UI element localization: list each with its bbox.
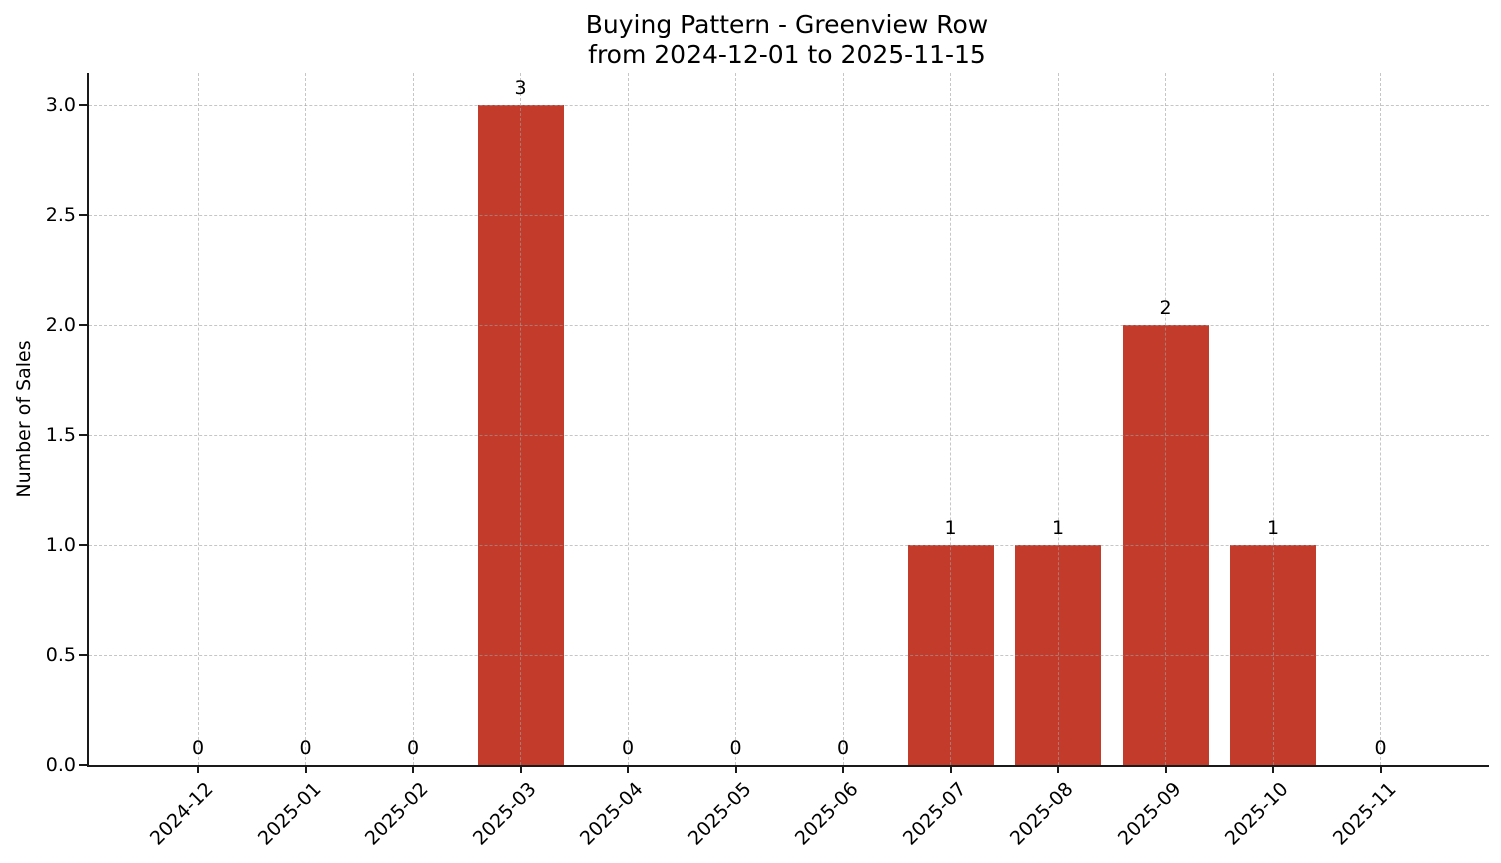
x-tick — [734, 765, 737, 773]
h-gridline — [89, 214, 1489, 216]
x-tick-label: 2025-08 — [1005, 778, 1078, 850]
x-tick-label: 2025-02 — [360, 778, 433, 850]
bar-value-label: 1 — [1266, 517, 1280, 539]
v-gridline — [1057, 73, 1059, 765]
x-tick-label: 2025-06 — [790, 778, 863, 850]
h-gridline — [89, 434, 1489, 436]
h-gridline — [89, 654, 1489, 656]
v-gridline — [1272, 73, 1274, 765]
v-gridline — [197, 73, 199, 765]
x-tick-label: 2024-12 — [145, 778, 218, 850]
h-gridline — [89, 544, 1489, 546]
y-axis-label: Number of Sales — [13, 340, 35, 498]
y-tick — [79, 214, 87, 216]
x-tick-label: 2025-01 — [253, 778, 326, 850]
v-gridline — [305, 73, 306, 765]
v-gridline — [1380, 73, 1381, 765]
y-tick — [79, 434, 87, 436]
v-gridline — [735, 73, 736, 765]
x-tick-label: 2025-05 — [683, 778, 756, 850]
y-tick-label: 2.5 — [45, 204, 76, 226]
bar-value-label: 0 — [191, 737, 205, 759]
bar-value-label: 3 — [514, 77, 527, 99]
x-tick — [627, 765, 629, 773]
y-tick-label: 3.0 — [45, 94, 76, 116]
y-tick-label: 1.5 — [45, 424, 76, 446]
bar-value-label: 1 — [1051, 517, 1065, 539]
y-tick — [79, 324, 87, 326]
x-tick-label: 2025-04 — [575, 778, 648, 850]
x-tick — [1164, 765, 1167, 773]
bar-value-label: 0 — [299, 737, 312, 759]
x-tick-label: 2025-10 — [1220, 778, 1293, 850]
y-tick — [79, 764, 87, 766]
x-tick — [1272, 765, 1274, 773]
h-gridline — [89, 104, 1489, 106]
v-gridline — [520, 73, 521, 765]
v-gridline — [950, 73, 951, 765]
bar-value-label: 1 — [944, 517, 957, 539]
chart-title-block: Buying Pattern - Greenview Row from 2024… — [87, 10, 1487, 70]
x-tick — [1379, 765, 1382, 773]
y-tick-label: 1.0 — [45, 534, 76, 556]
bar-value-label: 0 — [406, 737, 420, 759]
x-tick-label: 2025-07 — [898, 778, 971, 850]
x-tick — [519, 765, 522, 773]
bar-value-label: 2 — [1159, 297, 1172, 319]
x-tick — [197, 765, 199, 773]
plot-area: 0.0 0.5 1.0 1.5 2.0 2.5 3.0 0 2024-12 0 2025-01 0 20… — [46, 73, 1489, 850]
v-gridline — [627, 73, 629, 765]
y-tick-label: 0.5 — [45, 644, 76, 666]
chart-title: Buying Pattern - Greenview Row — [585, 10, 989, 39]
y-tick — [79, 654, 87, 656]
x-tick-label: 2025-09 — [1113, 778, 1186, 850]
x-tick — [1057, 765, 1059, 773]
y-tick-label: 0.0 — [45, 754, 76, 776]
x-tick — [949, 765, 952, 773]
bar-value-label: 0 — [1374, 737, 1387, 759]
chart-subtitle: from 2024-12-01 to 2025-11-15 — [588, 40, 986, 69]
v-gridline — [1165, 73, 1166, 765]
x-tick-label: 2025-11 — [1328, 778, 1401, 850]
v-gridline — [412, 73, 414, 765]
x-tick — [304, 765, 307, 773]
h-gridline — [89, 324, 1489, 326]
x-tick — [412, 765, 414, 773]
y-tick — [79, 544, 87, 546]
bar-value-label: 0 — [621, 737, 635, 759]
x-tick — [842, 765, 844, 773]
x-tick-label: 2025-03 — [468, 778, 541, 850]
bar-value-label: 0 — [836, 737, 850, 759]
y-tick — [79, 104, 87, 106]
v-gridline — [842, 73, 844, 765]
y-tick-label: 2.0 — [45, 314, 76, 336]
bar-value-label: 0 — [729, 737, 742, 759]
